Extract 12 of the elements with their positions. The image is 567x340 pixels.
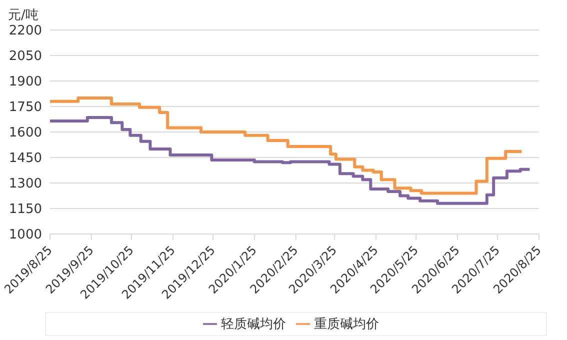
legend-label: 重质碱均价 xyxy=(314,317,379,332)
y-tick-label: 1150 xyxy=(8,202,42,218)
y-tick-label: 1450 xyxy=(8,151,42,166)
y-tick-label: 1600 xyxy=(8,126,42,141)
y-tick-label: 1000 xyxy=(8,228,42,243)
y-tick-label: 2050 xyxy=(8,49,42,64)
y-tick-label: 1300 xyxy=(8,176,42,192)
legend-label: 轻质碱均价 xyxy=(221,317,286,332)
y-tick-label: 1900 xyxy=(8,74,42,90)
y-tick-label: 2200 xyxy=(8,24,42,39)
y-tick-label: 1750 xyxy=(8,100,42,116)
y-axis-title: 元/吨 xyxy=(8,7,38,24)
